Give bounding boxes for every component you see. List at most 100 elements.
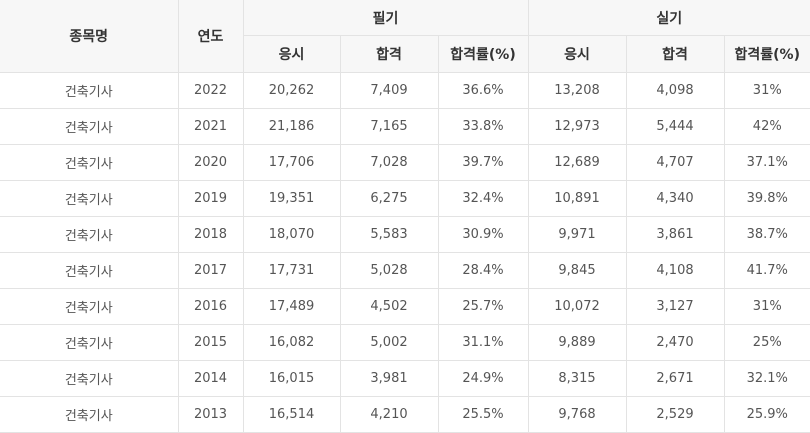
cell-written-passed: 6,275: [339, 180, 439, 217]
cell-practical-applicants: 12,973: [527, 108, 627, 145]
cell-year: 2020: [177, 144, 244, 181]
cell-written-pass-rate: 36.6%: [437, 72, 529, 109]
cell-practical-pass-rate: 41.7%: [723, 252, 810, 289]
cell-practical-applicants: 8,315: [527, 360, 627, 397]
cell-written-applicants: 19,351: [242, 180, 341, 217]
cell-year: 2013: [177, 396, 244, 433]
cell-practical-pass-rate: 31%: [723, 72, 810, 109]
cell-written-applicants: 20,262: [242, 72, 341, 109]
cell-practical-passed: 4,108: [625, 252, 725, 289]
cell-written-passed: 7,409: [339, 72, 439, 109]
cell-practical-pass-rate: 38.7%: [723, 216, 810, 253]
cell-name: 건축기사: [0, 216, 179, 253]
cell-written-pass-rate: 24.9%: [437, 360, 529, 397]
cell-practical-passed: 3,127: [625, 288, 725, 325]
cell-written-passed: 4,210: [339, 396, 439, 433]
cell-name: 건축기사: [0, 324, 179, 361]
cell-year: 2021: [177, 108, 244, 145]
table-row: 건축기사 2018 18,070 5,583 30.9% 9,971 3,861 38.7%: [0, 216, 810, 253]
cell-written-passed: 5,002: [339, 324, 439, 361]
cell-name: 건축기사: [0, 180, 179, 217]
cell-written-applicants: 17,489: [242, 288, 341, 325]
cell-name: 건축기사: [0, 396, 179, 433]
header-year: 연도: [177, 0, 244, 73]
cell-written-applicants: 16,514: [242, 396, 341, 433]
cell-practical-passed: 4,098: [625, 72, 725, 109]
cell-practical-passed: 2,529: [625, 396, 725, 433]
header-written-pass-rate: 합격률(%): [437, 35, 529, 73]
cell-practical-passed: 4,340: [625, 180, 725, 217]
cell-year: 2016: [177, 288, 244, 325]
cell-written-passed: 5,028: [339, 252, 439, 289]
cell-written-applicants: 17,706: [242, 144, 341, 181]
cell-written-pass-rate: 33.8%: [437, 108, 529, 145]
cell-written-pass-rate: 39.7%: [437, 144, 529, 181]
cell-practical-passed: 4,707: [625, 144, 725, 181]
cell-name: 건축기사: [0, 252, 179, 289]
cell-practical-passed: 5,444: [625, 108, 725, 145]
cell-practical-passed: 3,861: [625, 216, 725, 253]
cell-name: 건축기사: [0, 144, 179, 181]
header-practical: 실기: [527, 0, 810, 36]
table-row: 건축기사 2019 19,351 6,275 32.4% 10,891 4,340 39.8%: [0, 180, 810, 217]
cell-written-passed: 3,981: [339, 360, 439, 397]
cell-name: 건축기사: [0, 288, 179, 325]
cell-practical-applicants: 9,845: [527, 252, 627, 289]
cell-written-passed: 7,165: [339, 108, 439, 145]
cell-practical-applicants: 9,971: [527, 216, 627, 253]
cell-written-passed: 7,028: [339, 144, 439, 181]
cell-written-pass-rate: 31.1%: [437, 324, 529, 361]
cell-written-pass-rate: 25.5%: [437, 396, 529, 433]
cell-practical-applicants: 10,891: [527, 180, 627, 217]
cell-written-applicants: 21,186: [242, 108, 341, 145]
cell-name: 건축기사: [0, 108, 179, 145]
cell-written-applicants: 16,015: [242, 360, 341, 397]
table-row: 건축기사 2022 20,262 7,409 36.6% 13,208 4,098 31%: [0, 72, 810, 109]
header-written: 필기: [242, 0, 529, 36]
table-row: 건축기사 2017 17,731 5,028 28.4% 9,845 4,108 41.7%: [0, 252, 810, 289]
cell-year: 2019: [177, 180, 244, 217]
cell-practical-pass-rate: 25.9%: [723, 396, 810, 433]
cell-year: 2014: [177, 360, 244, 397]
table-row: 건축기사 2014 16,015 3,981 24.9% 8,315 2,671 32.1%: [0, 360, 810, 397]
cell-practical-applicants: 9,889: [527, 324, 627, 361]
cell-written-passed: 4,502: [339, 288, 439, 325]
table-row: 건축기사 2013 16,514 4,210 25.5% 9,768 2,529 25.9%: [0, 396, 810, 433]
cell-written-applicants: 16,082: [242, 324, 341, 361]
header-practical-applicants: 응시: [527, 35, 627, 73]
cell-written-applicants: 17,731: [242, 252, 341, 289]
cell-year: 2022: [177, 72, 244, 109]
header-written-applicants: 응시: [243, 35, 341, 73]
cell-practical-pass-rate: 37.1%: [723, 144, 810, 181]
header-practical-pass-rate: 합격률(%): [723, 35, 810, 73]
cell-practical-applicants: 9,768: [527, 396, 627, 433]
table-row: 건축기사 2020 17,706 7,028 39.7% 12,689 4,707 37.1%: [0, 144, 810, 181]
cell-written-pass-rate: 30.9%: [437, 216, 529, 253]
cell-practical-applicants: 12,689: [527, 144, 627, 181]
cell-practical-pass-rate: 39.8%: [723, 180, 810, 217]
cell-practical-applicants: 13,208: [527, 72, 627, 109]
header-name: 종목명: [0, 0, 179, 73]
cell-practical-pass-rate: 31%: [723, 288, 810, 325]
cell-name: 건축기사: [0, 72, 179, 109]
cell-year: 2018: [177, 216, 244, 253]
cell-practical-passed: 2,671: [625, 360, 725, 397]
table-row: 건축기사 2016 17,489 4,502 25.7% 10,072 3,127 31%: [0, 288, 810, 325]
cell-practical-applicants: 10,072: [527, 288, 627, 325]
header-written-passed: 합격: [339, 35, 439, 73]
table-row: 건축기사 2015 16,082 5,002 31.1% 9,889 2,470 25%: [0, 324, 810, 361]
cell-practical-pass-rate: 32.1%: [723, 360, 810, 397]
table-row: 건축기사 2021 21,186 7,165 33.8% 12,973 5,444 42%: [0, 108, 810, 145]
cell-written-applicants: 18,070: [242, 216, 341, 253]
cell-written-pass-rate: 28.4%: [437, 252, 529, 289]
header-practical-passed: 합격: [625, 35, 725, 73]
table-body: 건축기사 2022 20,262 7,409 36.6% 13,208 4,098 31% 건축…: [0, 72, 810, 433]
cell-written-pass-rate: 25.7%: [437, 288, 529, 325]
cell-year: 2015: [177, 324, 244, 361]
cell-written-pass-rate: 32.4%: [437, 180, 529, 217]
cell-written-passed: 5,583: [339, 216, 439, 253]
cell-name: 건축기사: [0, 360, 179, 397]
cell-practical-passed: 2,470: [625, 324, 725, 361]
cell-practical-pass-rate: 25%: [723, 324, 810, 361]
